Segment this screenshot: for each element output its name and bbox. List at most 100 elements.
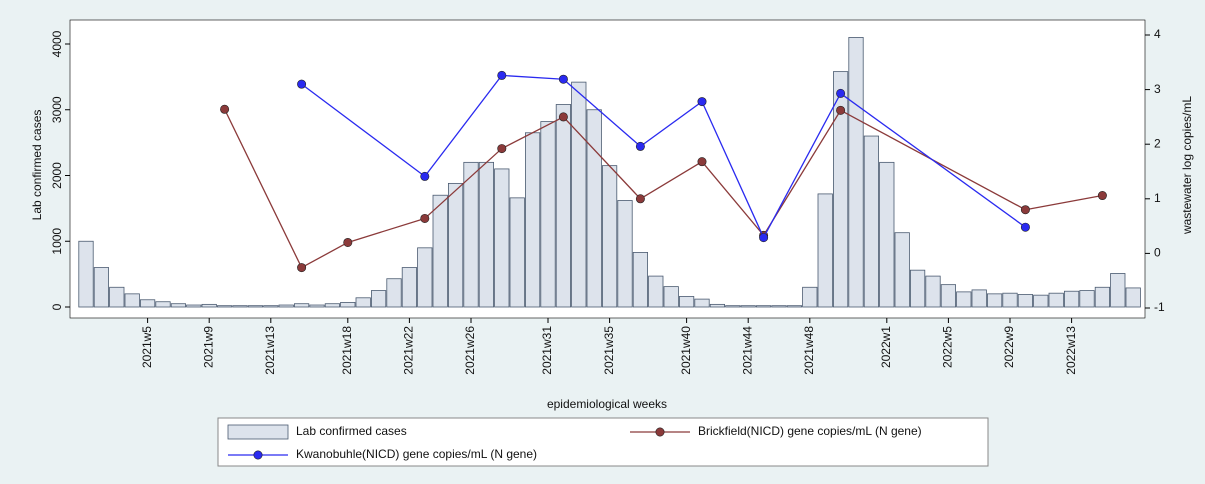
bar: [602, 165, 618, 308]
bar: [478, 161, 495, 308]
point: [635, 194, 645, 204]
y-tick-label: 2000: [50, 162, 64, 189]
x-tick-label: 2021w40: [679, 326, 693, 375]
bar: [386, 278, 402, 308]
y2-tick-label: 3: [1154, 82, 1161, 96]
bar: [1002, 292, 1018, 308]
x-axis-title: epidemiological weeks: [547, 397, 667, 411]
line-segment: [701, 161, 765, 236]
y-tick-label: 0: [50, 303, 64, 310]
line-segment: [301, 241, 349, 269]
point: [697, 97, 707, 107]
bar: [925, 275, 941, 308]
bar: [756, 305, 772, 308]
point: [836, 105, 846, 115]
legend-swatch: [227, 424, 289, 440]
line-segment: [424, 148, 503, 219]
bar: [817, 193, 833, 308]
y-axis-title: Lab confirmed cases: [30, 110, 44, 221]
bar: [663, 286, 679, 308]
point: [759, 233, 769, 243]
x-tick-label: 2021w22: [402, 326, 416, 375]
bar: [463, 161, 479, 308]
x-tick-label: 2022w5: [941, 326, 955, 368]
line-segment: [501, 116, 564, 150]
bar: [940, 284, 957, 308]
line-segment: [301, 83, 426, 177]
bar: [694, 298, 710, 308]
legend-label: Kwanobuhle(NICD) gene copies/mL (N gene): [296, 447, 537, 461]
bar: [833, 71, 849, 308]
bar: [910, 269, 926, 308]
point: [497, 70, 507, 80]
point: [420, 171, 430, 181]
line-segment: [424, 75, 503, 177]
bar: [370, 290, 387, 308]
line-segment: [562, 78, 641, 147]
bar: [617, 200, 633, 308]
bar: [679, 296, 695, 308]
legend-label: Lab confirmed cases: [296, 424, 407, 438]
bar: [879, 161, 895, 308]
x-tick-label: 2022w13: [1064, 326, 1078, 375]
bar: [509, 197, 525, 308]
line-segment: [640, 101, 703, 147]
line-segment: [224, 108, 303, 268]
point: [220, 104, 230, 114]
x-tick-label: 2021w31: [540, 326, 554, 375]
bar: [186, 304, 202, 308]
point: [297, 79, 307, 89]
bar: [971, 289, 987, 308]
x-tick-label: 2021w44: [740, 326, 754, 375]
bar: [324, 303, 341, 308]
x-tick-label: 2022w1: [879, 326, 893, 368]
y2-tick-label: -1: [1154, 300, 1165, 314]
point: [558, 112, 568, 122]
bar: [247, 305, 263, 308]
bar: [555, 104, 572, 308]
bar: [93, 267, 109, 308]
y2-tick-label: 4: [1154, 27, 1161, 41]
point: [1020, 222, 1030, 232]
point: [1020, 205, 1030, 215]
bar: [309, 304, 325, 308]
bar: [956, 291, 972, 308]
line-segment: [501, 74, 564, 80]
point: [497, 144, 507, 154]
bar: [725, 305, 741, 308]
line-segment: [1025, 194, 1103, 211]
bar: [139, 299, 156, 308]
bar: [571, 81, 587, 308]
bar: [987, 293, 1003, 308]
bar: [355, 297, 371, 308]
point: [343, 237, 353, 247]
bar: [494, 168, 510, 308]
bar: [155, 301, 171, 308]
point: [420, 213, 430, 223]
bar: [709, 303, 726, 308]
x-tick-label: 2021w26: [463, 326, 477, 375]
bar: [170, 303, 186, 308]
bar: [263, 305, 279, 308]
point: [635, 141, 645, 151]
bar: [447, 182, 464, 308]
point: [697, 157, 707, 167]
y2-tick-label: 0: [1154, 246, 1161, 260]
bar: [1125, 287, 1141, 308]
bar: [78, 240, 94, 308]
line-segment: [640, 161, 703, 200]
bar: [417, 247, 433, 308]
bar: [632, 252, 649, 308]
bar: [201, 303, 217, 308]
bar: [109, 286, 125, 308]
line-segment: [701, 101, 765, 238]
point: [1097, 191, 1107, 201]
bar: [894, 232, 910, 308]
bar: [863, 135, 880, 308]
bar: [293, 303, 310, 308]
bar: [1079, 290, 1095, 308]
bar: [1094, 286, 1110, 308]
x-tick-label: 2021w9: [201, 326, 215, 368]
bar: [525, 132, 541, 308]
